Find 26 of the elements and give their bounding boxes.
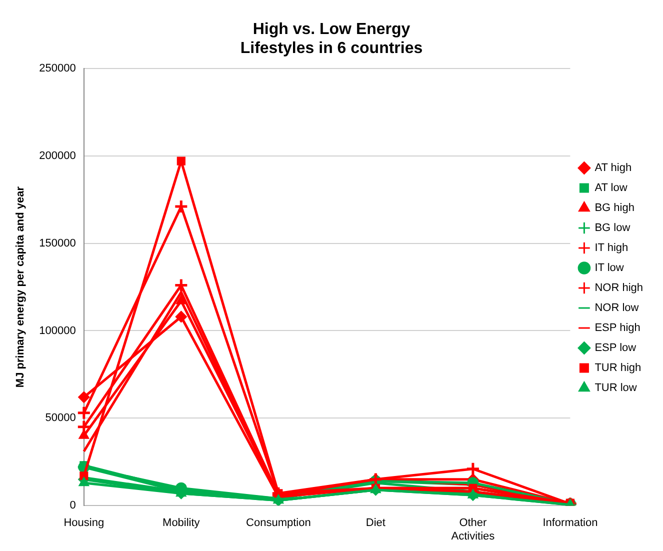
legend-label: ESP low [594,342,636,354]
y-axis-title: MJ primary energy per capita and year [14,186,27,388]
x-tick-label: Consumption [246,517,311,530]
y-tick-label: 0 [70,500,76,512]
x-tick-label: Diet [366,517,386,530]
y-tick-label: 100000 [39,324,76,337]
x-tick-label: Other Activities [451,517,496,542]
x-tick-label: Housing [64,517,104,530]
legend-label: TUR low [594,382,637,394]
legend-label: BG high [594,202,634,214]
chart-title: High vs. Low Energy Lifestyles in 6 countries [240,21,423,58]
y-tick-label: 50000 [45,412,76,424]
legend-label: IT high [594,242,628,254]
legend-label: AT high [594,162,632,174]
legend-label: NOR low [594,302,639,314]
x-tick-label: Mobility [162,517,200,530]
legend-label: TUR high [594,362,642,374]
legend-label: ESP high [594,322,640,334]
legend-label: IT low [594,262,624,274]
y-tick-label: 150000 [39,237,76,250]
y-tick-label: 250000 [39,62,76,74]
x-tick-label: Information [542,517,598,530]
legend-label: NOR high [594,282,643,294]
y-tick-label: 200000 [39,150,76,162]
legend-label: AT low [594,182,628,194]
legend-label: BG low [594,222,630,234]
